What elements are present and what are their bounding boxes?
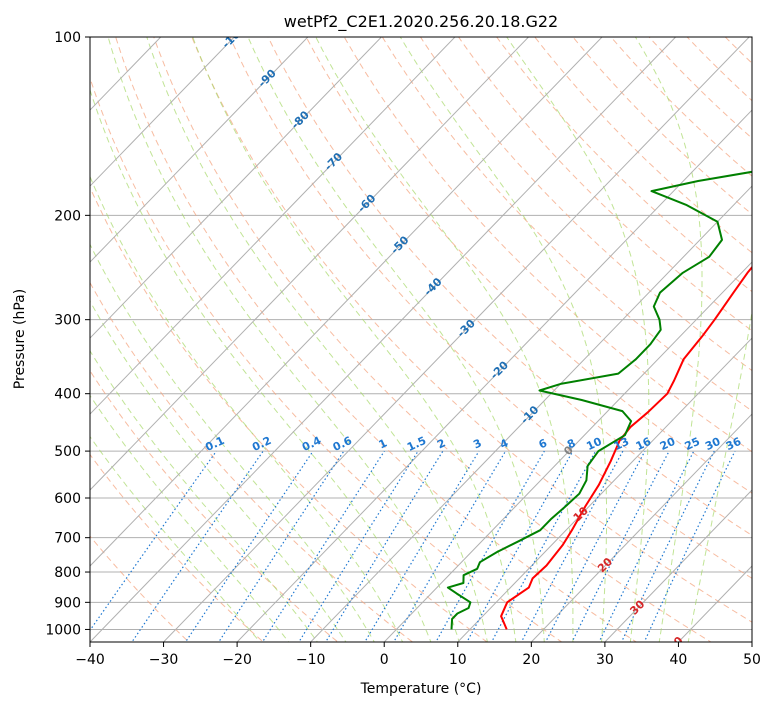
isotherm bbox=[90, 37, 677, 642]
dry-adiabat bbox=[90, 186, 488, 642]
profile-series bbox=[446, 170, 752, 630]
x-tick-label: −10 bbox=[296, 652, 326, 668]
chart-title: wetPf2_C2E1.2020.256.20.18.G22 bbox=[284, 12, 558, 32]
mixing-ratio-line bbox=[184, 450, 314, 642]
mixing-ratio-lines bbox=[90, 450, 736, 642]
x-tick-label: 40 bbox=[670, 652, 688, 668]
isotherm bbox=[90, 37, 456, 415]
plot-frame bbox=[89, 36, 753, 643]
y-tick-label: 600 bbox=[54, 491, 81, 507]
mixing-ratio-label: 36 bbox=[724, 435, 744, 453]
y-tick-label: 400 bbox=[54, 387, 81, 403]
isotherm bbox=[530, 413, 752, 642]
moist-adiabat bbox=[90, 88, 432, 642]
mixing-ratio-label: 30 bbox=[703, 435, 723, 453]
isotherm bbox=[309, 185, 752, 642]
mixing-ratio-line bbox=[490, 450, 597, 642]
isotherm bbox=[162, 37, 750, 642]
y-tick-label: 200 bbox=[54, 208, 81, 224]
isotherm bbox=[236, 109, 752, 642]
mixing-ratio-line bbox=[261, 450, 385, 642]
x-axis-ticks: −40 −30 −20 −10 0 10 20 30 40 50 bbox=[75, 642, 761, 668]
mixing-ratio-line bbox=[131, 450, 264, 642]
moist-adiabat bbox=[192, 37, 517, 642]
x-tick-label: −40 bbox=[75, 652, 105, 668]
mixing-ratio-line bbox=[643, 450, 736, 642]
y-axis-title: Pressure (hPa) bbox=[12, 289, 28, 389]
dry-adiabat bbox=[457, 37, 752, 332]
moist-adiabat bbox=[315, 37, 574, 642]
mixing-ratio-label: 13 bbox=[612, 435, 631, 453]
x-tick-label: −30 bbox=[149, 652, 179, 668]
moist-adiabat bbox=[90, 394, 290, 642]
isotherm bbox=[90, 37, 309, 263]
dry-adiabat bbox=[115, 37, 638, 642]
isotherm-label: 40 bbox=[666, 634, 686, 654]
dry-adiabats bbox=[90, 37, 752, 642]
moist-adiabat bbox=[90, 435, 261, 642]
dry-adiabat bbox=[90, 369, 339, 642]
y-tick-label: 100 bbox=[54, 30, 81, 46]
x-tick-label: 50 bbox=[743, 652, 761, 668]
x-tick-label: 10 bbox=[449, 652, 467, 668]
moist-adiabat bbox=[399, 37, 608, 642]
x-tick-label: −20 bbox=[222, 652, 252, 668]
x-axis-title: Temperature (°C) bbox=[360, 681, 482, 697]
mixing-ratio-label: 16 bbox=[634, 435, 654, 453]
isotherm bbox=[90, 37, 530, 491]
dry-adiabat bbox=[90, 453, 265, 642]
x-tick-label: 20 bbox=[522, 652, 540, 668]
moist-adiabat bbox=[90, 243, 375, 642]
y-tick-label: 1000 bbox=[45, 622, 81, 638]
isotherm bbox=[90, 37, 383, 339]
y-axis-ticks: 1000 900 800 700 600 500 400 300 200 100 bbox=[45, 30, 90, 638]
moist-adiabat bbox=[687, 309, 752, 642]
y-tick-label: 500 bbox=[54, 444, 81, 460]
dry-adiabat bbox=[534, 37, 752, 254]
x-tick-label: 30 bbox=[596, 652, 614, 668]
mixing-ratio-line bbox=[218, 450, 345, 642]
dry-adiabat bbox=[191, 37, 752, 623]
isotherm bbox=[383, 261, 752, 642]
moist-adiabat bbox=[146, 37, 488, 642]
dry-adiabat bbox=[496, 37, 752, 293]
dry-adiabat bbox=[153, 37, 712, 642]
dry-adiabat bbox=[305, 37, 752, 494]
mixing-ratio-line bbox=[90, 450, 217, 632]
moist-adiabat bbox=[90, 300, 347, 642]
mixing-ratio-line bbox=[435, 450, 545, 642]
isotherm bbox=[457, 337, 752, 642]
dewpoint-profile-line bbox=[446, 170, 752, 630]
moist-adiabat bbox=[107, 37, 460, 642]
mixing-ratio-line bbox=[393, 450, 507, 642]
y-tick-label: 800 bbox=[54, 565, 81, 581]
mixing-ratio-line bbox=[364, 450, 480, 642]
temperature-profile-line bbox=[500, 265, 752, 630]
mixing-ratio-line bbox=[620, 450, 715, 642]
mixing-ratio-label: 20 bbox=[658, 435, 678, 453]
moist-adiabat bbox=[90, 350, 319, 642]
moist-adiabat bbox=[247, 37, 545, 642]
dry-adiabat bbox=[229, 37, 752, 579]
y-tick-label: 300 bbox=[54, 313, 81, 329]
mixing-ratio-line bbox=[571, 450, 670, 642]
mixing-ratio-line bbox=[598, 450, 695, 642]
mixing-ratio-line bbox=[466, 450, 574, 642]
isotherm bbox=[90, 37, 603, 567]
y-tick-label: 900 bbox=[54, 595, 81, 611]
dry-adiabat bbox=[90, 76, 563, 642]
isotherms bbox=[90, 37, 752, 642]
mixing-ratio-label: 10 bbox=[584, 435, 604, 453]
moist-adiabat bbox=[634, 37, 703, 642]
isotherm bbox=[90, 37, 236, 187]
dry-adiabat bbox=[343, 37, 752, 453]
x-tick-label: 0 bbox=[380, 652, 389, 668]
isotherm bbox=[604, 489, 752, 642]
y-tick-label: 700 bbox=[54, 531, 81, 547]
mixing-ratio-label: 25 bbox=[683, 435, 702, 453]
